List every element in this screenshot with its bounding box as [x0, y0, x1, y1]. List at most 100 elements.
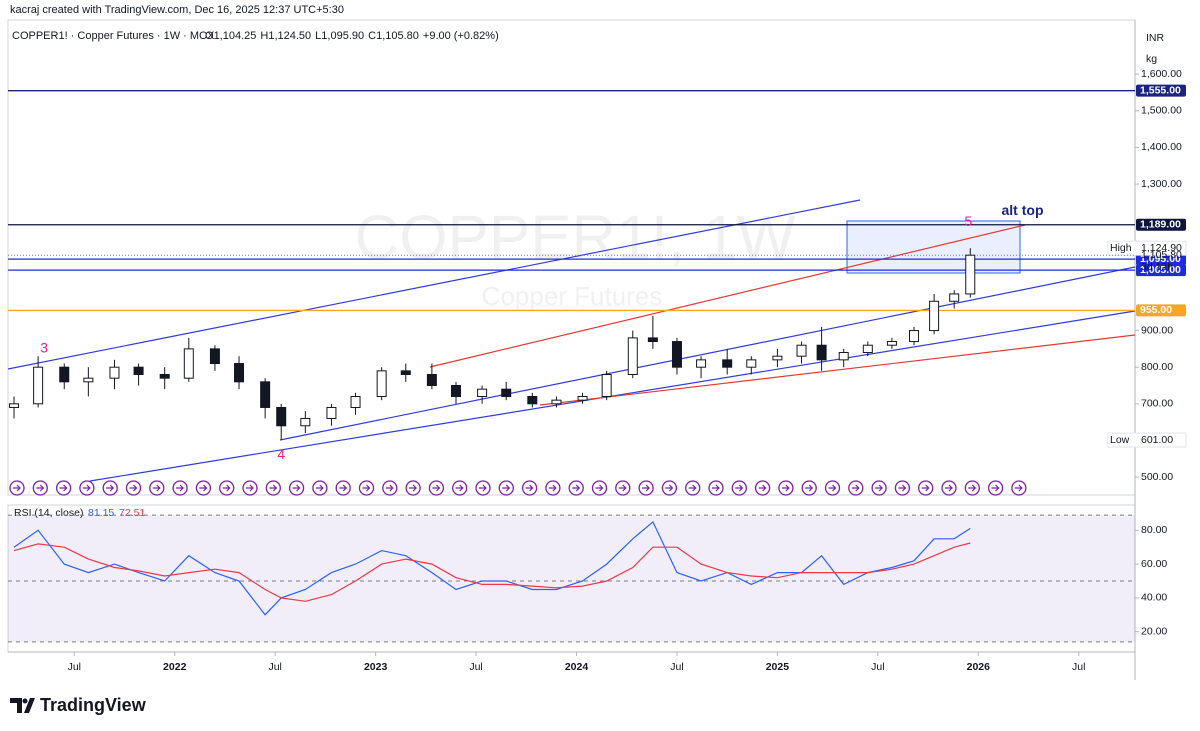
attribution: kacraj created with TradingView.com, Dec…	[10, 4, 344, 16]
candle-body	[376, 370, 387, 397]
candle-body	[133, 366, 144, 376]
watermark-subtitle: Copper Futures	[482, 281, 663, 311]
ohlc-legend: O1,104.25 H1,124.50 L1,095.90 C1,105.80 +9.0…	[205, 30, 499, 42]
ohlc-value: 1,105.80	[376, 30, 419, 42]
price-level-tag	[1136, 84, 1186, 97]
candle-body	[862, 344, 873, 354]
last-price-label: 1,105.80	[1141, 249, 1182, 261]
candle-body	[909, 330, 920, 343]
event-icon-arrow	[82, 484, 91, 492]
rsi-title: RSI (14, close)	[14, 507, 83, 519]
candle-body	[477, 388, 488, 397]
event-icon-arrow	[781, 484, 790, 492]
candle-body	[83, 377, 94, 383]
x-tick-label: 2023	[364, 661, 388, 673]
candle-body	[746, 359, 757, 368]
price-level-label: 1,555.00	[1140, 84, 1181, 96]
symbol-legend: COPPER1! · Copper Futures · 1W · MCX	[12, 30, 215, 42]
candle-body	[59, 366, 70, 383]
candle-body	[9, 403, 20, 408]
candle-body	[276, 406, 287, 427]
candle-body	[627, 337, 638, 376]
channel-line	[279, 266, 1136, 441]
x-tick-label: Jul	[871, 661, 884, 673]
event-icon-arrow	[1014, 484, 1023, 492]
rsi-line	[13, 520, 971, 616]
marker-label: 1,124.90	[1141, 242, 1182, 254]
y-tick-label: 1,600.00	[1141, 68, 1182, 80]
wave-label: 4	[277, 446, 285, 462]
event-icon-arrow	[13, 484, 21, 492]
candle-body	[527, 395, 538, 405]
x-tick-label: 2025	[766, 661, 790, 673]
x-tick-label: 2022	[163, 661, 187, 673]
event-icon-arrow	[292, 484, 301, 492]
event-icon-arrow	[432, 484, 441, 492]
y-tick-label: 500.00	[1141, 471, 1173, 483]
event-icon-arrow	[665, 484, 674, 492]
event-icon-arrow	[315, 484, 324, 492]
event-icon-arrow	[572, 484, 581, 492]
y-tick-label: 1,300.00	[1141, 178, 1182, 190]
event-icon-arrow	[36, 484, 45, 492]
candle-body	[260, 381, 271, 408]
brand: TradingView	[40, 695, 147, 715]
x-tick-label: 2024	[565, 661, 589, 673]
wave-label: 3	[40, 340, 48, 356]
candle-body	[183, 348, 194, 379]
event-icon-arrow	[59, 484, 68, 492]
marker-tag	[1107, 240, 1187, 256]
candle-body	[326, 406, 337, 419]
ohlc-key: H	[260, 30, 268, 42]
event-icons	[9, 480, 1027, 496]
candle-body	[350, 395, 361, 408]
candle-body	[816, 344, 827, 361]
event-icon-arrow	[758, 484, 767, 492]
event-icon-arrow	[805, 484, 814, 492]
rsi-legend: 81.15	[88, 507, 114, 519]
event-icon-arrow	[176, 484, 184, 492]
ohlc-value: 1,104.25	[214, 30, 257, 42]
candle-body	[772, 355, 783, 361]
event-icon-arrow	[246, 484, 254, 492]
candle-body	[796, 344, 807, 357]
price-level-label: 1,189.00	[1140, 219, 1181, 231]
event-icon-arrow	[875, 484, 883, 492]
marker-tag	[1107, 432, 1187, 448]
y-tick-label: 40.00	[1141, 592, 1167, 604]
y-tick-label: 1,500.00	[1141, 105, 1182, 117]
price-level-label: 1,065.00	[1140, 264, 1181, 276]
marker-label: 601.00	[1141, 434, 1173, 446]
candle-body	[209, 348, 220, 365]
candle-body	[234, 363, 245, 383]
candle-body	[577, 395, 588, 401]
event-icon-arrow	[269, 484, 278, 492]
event-icon-arrow	[502, 484, 511, 492]
event-icon-arrow	[968, 484, 977, 492]
ohlc-key: C	[368, 30, 376, 42]
event-icon-arrow	[898, 484, 907, 492]
rsi-line	[13, 542, 971, 602]
y-tick-label: 1,400.00	[1141, 141, 1182, 153]
y-tick-label: 800.00	[1141, 361, 1173, 373]
watermark: COPPER1!, 1W	[355, 203, 796, 272]
candle-body	[886, 341, 897, 346]
candle-body	[426, 374, 437, 386]
y-tick-label: 60.00	[1141, 558, 1167, 570]
event-icon-arrow	[525, 484, 534, 492]
y-tick-label: 900.00	[1141, 324, 1173, 336]
wave-label: alt top	[1002, 202, 1044, 218]
candle-body	[601, 374, 612, 397]
ohlc-value: 1,124.50	[268, 30, 311, 42]
event-icon-arrow	[409, 484, 417, 492]
marker-name: High	[1110, 242, 1132, 254]
ohlc-key: L	[315, 30, 321, 42]
marker-name: Low	[1110, 434, 1130, 446]
rsi-background	[8, 515, 1135, 642]
trend-line	[539, 334, 1136, 406]
candle-body	[400, 370, 411, 376]
event-icon-arrow	[735, 484, 744, 492]
y-tick-label: 20.00	[1141, 626, 1167, 638]
candle-body	[696, 359, 707, 368]
